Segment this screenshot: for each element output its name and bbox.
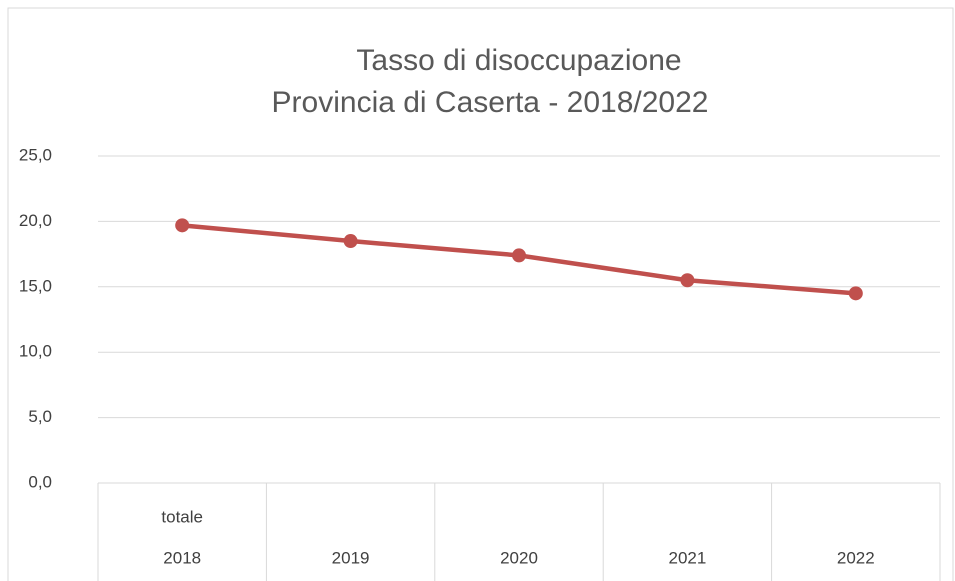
- x-tick-label: 2018: [163, 548, 201, 567]
- x-tick-label: 2019: [332, 548, 370, 567]
- y-tick-label: 25,0: [19, 145, 52, 164]
- y-tick-label: 10,0: [19, 342, 52, 361]
- x-sub-label: totale: [161, 507, 203, 526]
- x-tick-label: 2021: [668, 548, 706, 567]
- chart-title: Tasso di disoccupazione: [356, 44, 681, 77]
- point: [343, 234, 358, 249]
- point: [680, 273, 695, 288]
- x-tick-label: 2020: [500, 548, 538, 567]
- y-tick-label: 20,0: [19, 211, 52, 230]
- point: [848, 286, 863, 301]
- x-tick-label: 2022: [837, 548, 875, 567]
- point: [512, 248, 526, 263]
- chart-subtitle: Provincia di Caserta - 2018/2022: [272, 86, 709, 119]
- point: [175, 218, 190, 233]
- y-tick-label: 0,0: [28, 472, 52, 491]
- y-tick-label: 15,0: [19, 276, 52, 295]
- y-tick-label: 5,0: [28, 407, 52, 426]
- chart-frame: [7, 7, 954, 581]
